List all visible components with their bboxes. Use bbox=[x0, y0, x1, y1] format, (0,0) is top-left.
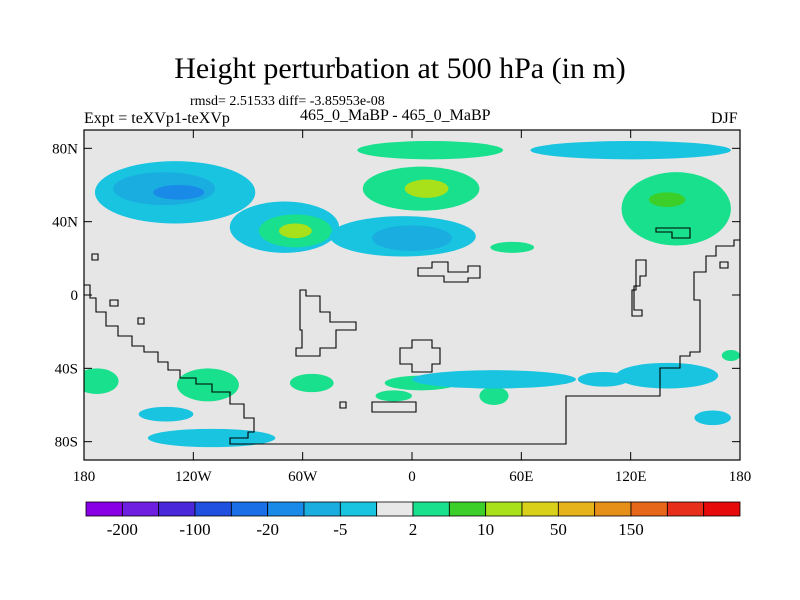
coastline-south-america bbox=[295, 289, 357, 357]
colorbar-label: -100 bbox=[179, 520, 210, 539]
contour-region-25 bbox=[616, 362, 719, 389]
colorbar-swatch bbox=[703, 501, 741, 517]
colorbar-swatch bbox=[339, 501, 378, 517]
x-tick-label: 60E bbox=[509, 469, 533, 485]
colorbar-swatch bbox=[267, 501, 305, 517]
contour-region-18 bbox=[138, 406, 194, 422]
contour-region-16 bbox=[84, 368, 119, 394]
contour-region-28 bbox=[721, 350, 740, 361]
contour-region-23 bbox=[479, 386, 509, 406]
colorbar-swatch bbox=[85, 501, 123, 517]
coastline-north-america bbox=[84, 239, 740, 445]
coastline-japan bbox=[655, 227, 691, 239]
contour-region-11 bbox=[371, 225, 453, 252]
x-tick-label: 0 bbox=[408, 469, 416, 485]
coastline-outlines bbox=[84, 227, 740, 445]
contour-region-7 bbox=[278, 223, 312, 239]
colorbar-swatch bbox=[485, 501, 523, 517]
contour-region-17 bbox=[176, 368, 239, 402]
contour-region-14 bbox=[648, 192, 686, 208]
contour-region-20 bbox=[289, 373, 334, 393]
x-tick-label: 120E bbox=[615, 469, 647, 485]
coastline-arabia bbox=[417, 261, 481, 283]
coastline-africa bbox=[399, 339, 441, 373]
coastline-islands-4 bbox=[719, 261, 729, 269]
experiment-label: Expt = teXVp1-teXVp bbox=[84, 110, 230, 127]
colorbar-swatch bbox=[594, 501, 632, 517]
contour-region-1 bbox=[357, 141, 504, 160]
contour-region-4 bbox=[153, 185, 205, 200]
colorbar-swatch bbox=[412, 501, 450, 517]
colorbar-swatch bbox=[230, 501, 269, 517]
colorbar-label: 50 bbox=[550, 520, 567, 539]
coastline-antarctic-shelf bbox=[371, 401, 417, 413]
y-tick-label: 40S bbox=[55, 361, 78, 377]
coastline-islands-3 bbox=[91, 253, 99, 261]
colorbar-label: 10 bbox=[477, 520, 494, 539]
x-tick-label: 180 bbox=[729, 469, 752, 485]
y-tick-label: 40N bbox=[52, 215, 78, 231]
colorbar-label: -20 bbox=[256, 520, 279, 539]
y-tick-label: 0 bbox=[71, 288, 79, 304]
x-tick-label: 180 bbox=[73, 469, 96, 485]
x-tick-label: 60W bbox=[288, 469, 318, 485]
y-tick-label: 80N bbox=[52, 141, 78, 157]
colorbar-label: 150 bbox=[618, 520, 644, 539]
contour-region-15 bbox=[490, 241, 535, 253]
colorbar-swatch bbox=[194, 501, 232, 517]
colorbar-swatch bbox=[557, 501, 596, 517]
case-label: 465_0_MaBP - 465_0_MaBP bbox=[300, 107, 491, 124]
contour-region-27 bbox=[694, 410, 731, 426]
x-tick-label: 120W bbox=[175, 469, 213, 485]
colorbar-swatch bbox=[158, 501, 196, 517]
coastline-islands-2 bbox=[137, 317, 145, 325]
y-tick-label: 80S bbox=[55, 435, 78, 451]
contour-region-26 bbox=[577, 372, 629, 387]
colorbar-label: 2 bbox=[409, 520, 418, 539]
colorbar-swatch bbox=[121, 501, 160, 517]
colorbar-swatch bbox=[448, 501, 487, 517]
colorbar-swatch bbox=[666, 501, 705, 517]
contour-region-19 bbox=[147, 428, 276, 448]
plot-title: Height perturbation at 500 hPa (in m) bbox=[174, 52, 626, 85]
coastline-islands-5 bbox=[339, 401, 347, 409]
contour-region-12 bbox=[530, 141, 731, 160]
contour-region-9 bbox=[404, 179, 449, 198]
colorbar-swatch bbox=[303, 501, 341, 517]
colorbar-swatch bbox=[630, 501, 668, 517]
coastline-asia-east bbox=[631, 259, 647, 317]
contour-fills bbox=[84, 141, 740, 448]
contour-region-24 bbox=[412, 370, 576, 389]
stats-line: rmsd= 2.51533 diff= -3.85953e-08 bbox=[190, 94, 385, 109]
season-label: DJF bbox=[711, 110, 738, 127]
colorbar-label: -5 bbox=[333, 520, 347, 539]
colorbar: -200 -100 -20 -5 2 10 50 150 bbox=[85, 501, 741, 539]
axis-ticks: 180 120W 60W 0 60E 120E 180 80N 40N 0 40S 80S bbox=[52, 130, 751, 485]
colorbar-swatch bbox=[376, 501, 414, 517]
contour-region-22 bbox=[375, 390, 412, 402]
colorbar-swatch bbox=[521, 501, 559, 517]
colorbar-label: -200 bbox=[107, 520, 138, 539]
coastline-islands-1 bbox=[109, 299, 119, 307]
contour-region-13 bbox=[621, 172, 731, 246]
